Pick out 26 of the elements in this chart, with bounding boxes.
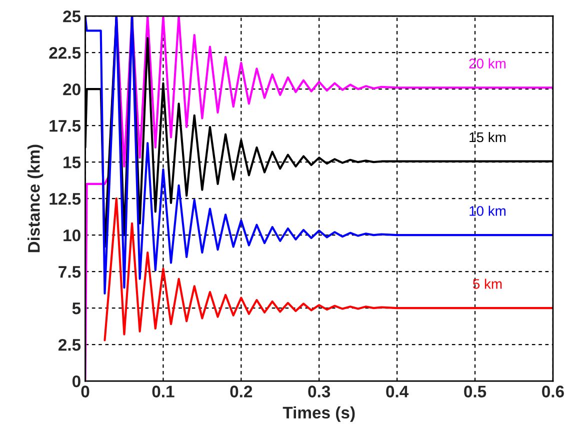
y-tick-label: 7.5: [58, 266, 81, 278]
x-tick-label: 0: [81, 386, 90, 398]
series-label: 15 km: [470, 132, 506, 142]
x-tick-label: 0.5: [464, 386, 486, 398]
y-tick-label: 15: [64, 156, 81, 168]
x-axis-title: Times (s): [282, 406, 355, 422]
x-tick-label: 0.6: [542, 386, 564, 398]
series-label: 5 km: [472, 278, 502, 289]
x-tick-label: 0.3: [308, 386, 330, 398]
y-tick-label: 25: [63, 10, 81, 22]
y-tick-label: 20: [63, 83, 80, 96]
y-tick-label: 0: [72, 375, 80, 388]
y-axis-title: Distance (km): [28, 144, 44, 252]
line-series: [104, 198, 553, 342]
y-tick-label: 5: [72, 302, 81, 314]
x-tick-label: 0.4: [386, 386, 409, 398]
x-tick-label: 0.2: [230, 386, 252, 398]
y-tick-label: 17.5: [50, 120, 81, 132]
y-tick-label: 10: [64, 229, 80, 242]
y-tick-label: 22.5: [49, 46, 81, 59]
x-tick-label: 0.1: [152, 386, 174, 398]
line-series: [85, 16, 553, 382]
series-label: 10 km: [470, 206, 506, 216]
y-tick-label: 2.5: [58, 338, 81, 351]
y-tick-label: 12.5: [50, 192, 81, 205]
series-label: 20 km: [469, 58, 506, 68]
